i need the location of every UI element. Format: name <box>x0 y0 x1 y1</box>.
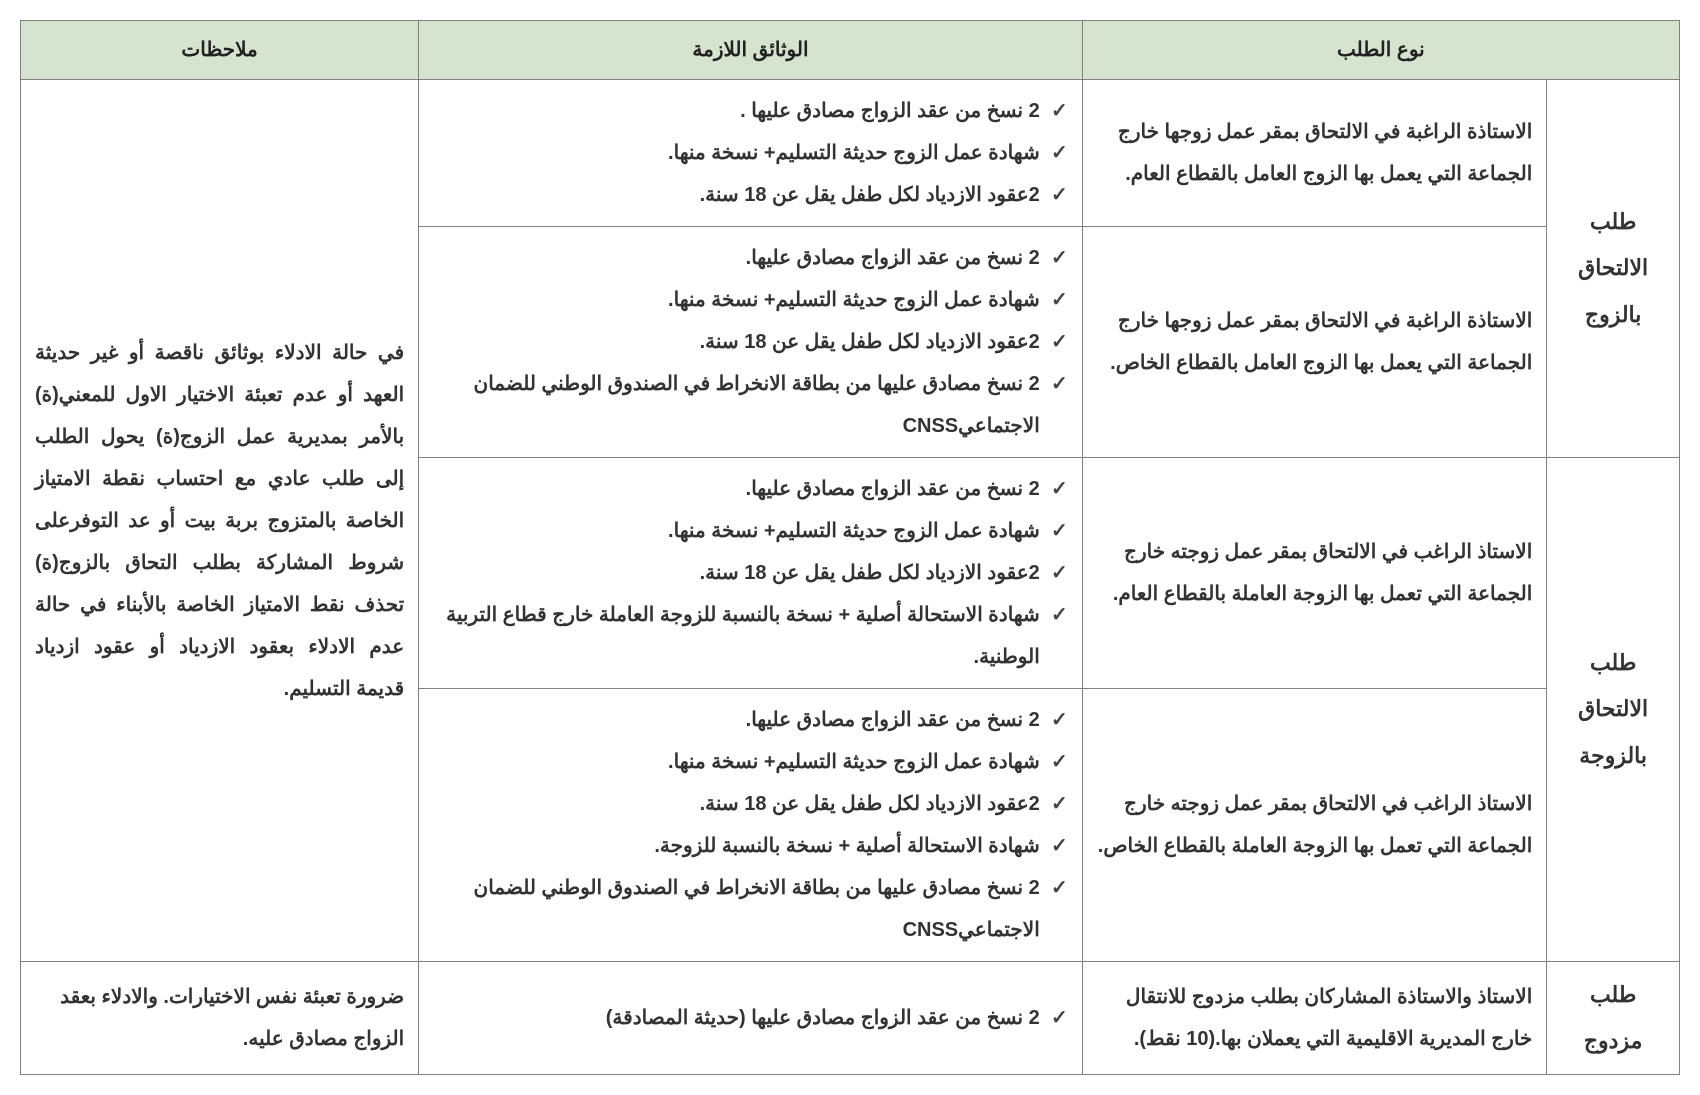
doc-item: شهادة عمل الزوج حديثة التسليم+ نسخة منها… <box>433 741 1068 783</box>
table-row: طلب الالتحاق بالزوج الاستاذة الراغبة في … <box>21 80 1680 227</box>
doc-item: 2 نسخ من عقد الزواج مصادق عليها. <box>433 468 1068 510</box>
doc-item: 2 نسخ من عقد الزواج مصادق عليها (حديثة ا… <box>433 997 1068 1039</box>
description-cell: الاستاذ الراغب في الالتحاق بمقر عمل زوجت… <box>1082 458 1547 689</box>
doc-item: 2 نسخ من عقد الزواج مصادق عليها. <box>433 699 1068 741</box>
doc-item: 2عقود الازدياد لكل طفل يقل عن 18 سنة. <box>433 321 1068 363</box>
doc-item: 2 نسخ مصادق عليها من بطاقة الانخراط في ا… <box>433 363 1068 447</box>
doc-item: شهادة الاستحالة أصلية + نسخة بالنسبة للز… <box>433 594 1068 678</box>
documents-cell: 2 نسخ من عقد الزواج مصادق عليها (حديثة ا… <box>419 962 1083 1075</box>
col-header-docs: الوثائق اللازمة <box>419 21 1083 80</box>
documents-cell: 2 نسخ من عقد الزواج مصادق عليها. شهادة ع… <box>419 227 1083 458</box>
table-header-row: نوع الطلب الوثائق اللازمة ملاحظات <box>21 21 1680 80</box>
description-cell: الاستاذة الراغبة في الالتحاق بمقر عمل زو… <box>1082 227 1547 458</box>
documents-cell: 2 نسخ من عقد الزواج مصادق عليها . شهادة … <box>419 80 1083 227</box>
doc-item: شهادة عمل الزوج حديثة التسليم+ نسخة منها… <box>433 132 1068 174</box>
description-cell: الاستاذ والاستاذة المشاركان بطلب مزدوج ل… <box>1082 962 1547 1075</box>
table-row: طلب مزدوج الاستاذ والاستاذة المشاركان بط… <box>21 962 1680 1075</box>
doc-item: شهادة عمل الزوج حديثة التسليم+ نسخة منها… <box>433 510 1068 552</box>
doc-item: 2عقود الازدياد لكل طفل يقل عن 18 سنة. <box>433 552 1068 594</box>
shared-note-cell: في حالة الادلاء بوثائق ناقصة أو غير حديث… <box>21 80 419 962</box>
description-cell: الاستاذ الراغب في الالتحاق بمقر عمل زوجت… <box>1082 689 1547 962</box>
documents-table: نوع الطلب الوثائق اللازمة ملاحظات طلب ال… <box>20 20 1680 1075</box>
category-cell: طلب الالتحاق بالزوج <box>1547 80 1680 458</box>
doc-item: شهادة عمل الزوج حديثة التسليم+ نسخة منها… <box>433 279 1068 321</box>
documents-cell: 2 نسخ من عقد الزواج مصادق عليها. شهادة ع… <box>419 689 1083 962</box>
col-header-notes: ملاحظات <box>21 21 419 80</box>
doc-item: 2 نسخ من عقد الزواج مصادق عليها . <box>433 90 1068 132</box>
doc-item: 2عقود الازدياد لكل طفل يقل عن 18 سنة. <box>433 783 1068 825</box>
doc-item: 2 نسخ مصادق عليها من بطاقة الانخراط في ا… <box>433 867 1068 951</box>
category-cell: طلب مزدوج <box>1547 962 1680 1075</box>
documents-cell: 2 نسخ من عقد الزواج مصادق عليها. شهادة ع… <box>419 458 1083 689</box>
note-cell: ضرورة تعبئة نفس الاختيارات. والادلاء بعق… <box>21 962 419 1075</box>
category-cell: طلب الالتحاق بالزوجة <box>1547 458 1680 962</box>
doc-item: 2 نسخ من عقد الزواج مصادق عليها. <box>433 237 1068 279</box>
col-header-type: نوع الطلب <box>1082 21 1679 80</box>
description-cell: الاستاذة الراغبة في الالتحاق بمقر عمل زو… <box>1082 80 1547 227</box>
doc-item: 2عقود الازدياد لكل طفل يقل عن 18 سنة. <box>433 174 1068 216</box>
doc-item: شهادة الاستحالة أصلية + نسخة بالنسبة للز… <box>433 825 1068 867</box>
